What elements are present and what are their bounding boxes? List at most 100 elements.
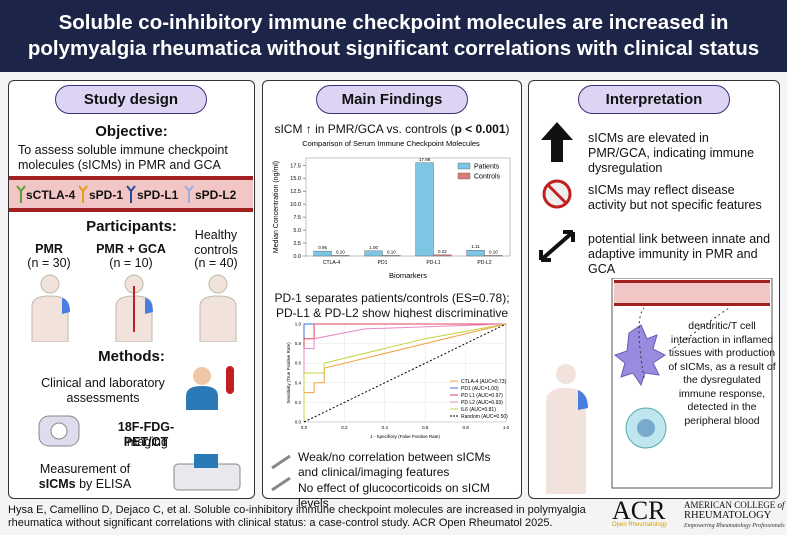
y-tick-label: 10.0	[290, 202, 301, 208]
text: No effect of glucocorticoids on sICM lev…	[298, 481, 490, 510]
text: potential link between innate and adapti…	[588, 232, 771, 276]
text: dendritic/T cell interaction in inflamed…	[668, 320, 776, 427]
x-tick-label: 0.2	[341, 425, 348, 430]
y-tick-label: 0.6	[295, 361, 302, 366]
text: Weak/no correlation between sICMs and cl…	[298, 450, 491, 479]
x-tick-label: 0.0	[301, 425, 308, 430]
bar-chart: Comparison of Serum Immune Checkpoint Mo…	[266, 136, 516, 286]
x-tick-label: PD-L1	[426, 260, 440, 266]
y-tick-label: 7.5	[293, 215, 301, 221]
molecule: sPD-L2	[195, 188, 237, 202]
text: Measurement of	[39, 462, 131, 476]
icons	[539, 122, 575, 262]
y-tick-label: 17.5	[290, 163, 301, 169]
roc-curve	[303, 323, 507, 422]
legend-label: Patients	[474, 164, 500, 171]
legend-label: PD L2 (AUC=0.93)	[461, 400, 503, 406]
citation: Hysa E, Camellino D, Dejaco C, et al. So…	[8, 504, 586, 529]
y-tick-label: 0.0	[295, 420, 302, 425]
legend-label: PD L1 (AUC=0.97)	[461, 393, 503, 399]
x-tick-label: CTLA-4	[323, 260, 340, 266]
group-name: PMR + GCA	[96, 242, 166, 256]
legend-label: Controls	[474, 174, 501, 181]
value-label: 1.00	[369, 245, 378, 250]
chart-title: Comparison of Serum Immune Checkpoint Mo…	[302, 139, 480, 148]
x-tick-label: PD1	[378, 260, 388, 266]
group-name: Healthy controls	[194, 228, 238, 257]
bar	[466, 250, 485, 257]
legend-swatch	[457, 162, 471, 170]
bar	[331, 255, 350, 257]
logo: ACR	[612, 496, 666, 525]
panel-heading: Interpretation	[578, 85, 730, 114]
text: 18F-FDG-PET/CT	[117, 420, 175, 449]
text: sICMs may reflect disease activity but n…	[588, 183, 762, 212]
icon	[38, 415, 80, 447]
text: To assess soluble immune checkpoint mole…	[18, 143, 228, 172]
x-tick-label: 0.8	[462, 425, 469, 430]
logo: of	[777, 500, 785, 510]
value-label: 1.11	[471, 244, 480, 249]
header: Soluble co-inhibitory immune checkpoint …	[0, 0, 787, 72]
legend-label: IL6 (AUC=0.81)	[461, 407, 496, 413]
bar	[313, 250, 332, 257]
legend-label: CTLA-4 (AUC=0.73)	[461, 379, 506, 385]
group-n: (n = 40)	[194, 256, 238, 270]
value-label: 0.95	[318, 245, 327, 250]
bar	[382, 255, 401, 257]
molecule: sPD-L1	[137, 188, 179, 202]
icon	[271, 454, 291, 492]
y-tick-label: 12.5	[290, 189, 301, 195]
x-axis-label: Biomarkers	[389, 271, 427, 280]
text: PD-1 separates patients/controls (ES=0.7…	[274, 291, 510, 335]
value-label: 0.10	[489, 249, 498, 254]
bar	[433, 254, 452, 257]
title: Soluble co-inhibitory immune checkpoint …	[27, 11, 760, 60]
label: Participants:	[86, 218, 177, 235]
text: p < 0.001	[454, 122, 506, 136]
bar	[364, 250, 383, 257]
value-label: 0.22	[438, 249, 447, 254]
line-chart: 0.0 0.2 0.4 0.6 0.8 1.0 0.0 0.2 0.4 0.6 0.8 1.0 1 - …	[266, 318, 516, 446]
icon	[186, 366, 234, 410]
molecule: sCTLA-4	[26, 188, 76, 202]
logo: AMERICAN COLLEGE	[684, 500, 776, 510]
plot-frame	[305, 157, 511, 257]
roc-curve	[303, 323, 507, 423]
legend-label: PD1 (AUC=1.00)	[461, 386, 499, 392]
icon	[173, 454, 241, 491]
y-tick-label: 2.5	[293, 241, 301, 247]
molecule: sPD-1	[89, 188, 124, 202]
text: sICMs	[38, 477, 76, 491]
figures	[31, 274, 237, 342]
x-tick-label: 0.6	[422, 425, 429, 430]
legend-label: Random (AUC=0.50)	[461, 414, 508, 420]
y-tick-label: 0.8	[295, 341, 302, 346]
y-tick-label: 5.0	[293, 228, 301, 234]
text: sICM ↑ in PMR/GCA vs. controls (	[274, 122, 455, 136]
label: Objective:	[95, 123, 168, 140]
y-tick-label: 0.4	[295, 380, 302, 385]
value-label: 17.98	[419, 157, 431, 162]
bar	[484, 255, 503, 257]
vessel	[9, 176, 253, 212]
bar	[415, 162, 434, 257]
value-label: 0.10	[336, 249, 345, 254]
text: Clinical and laboratory assessments	[41, 376, 165, 405]
text: imaging	[124, 435, 168, 449]
x-tick-label: 0.4	[382, 425, 389, 430]
value-label: 0.10	[387, 249, 396, 254]
group-n: (n = 30)	[27, 256, 71, 270]
group-name: PMR	[35, 242, 63, 256]
logo: RHEUMATOLOGY	[684, 510, 772, 521]
y-tick-label: 1.0	[295, 322, 302, 327]
y-axis-label: Sensitivity (True Positive Rate)	[286, 342, 291, 404]
legend-swatch	[457, 172, 471, 180]
roc-curve	[303, 323, 507, 422]
logo-sub: Empowering Rheumatology Professionals	[684, 523, 785, 529]
logo-sub: Open Rheumatology	[612, 522, 668, 528]
text: )	[505, 122, 510, 136]
label: Methods:	[98, 348, 165, 365]
y-axis-label: Median Concentration (ng/ml)	[273, 161, 280, 253]
